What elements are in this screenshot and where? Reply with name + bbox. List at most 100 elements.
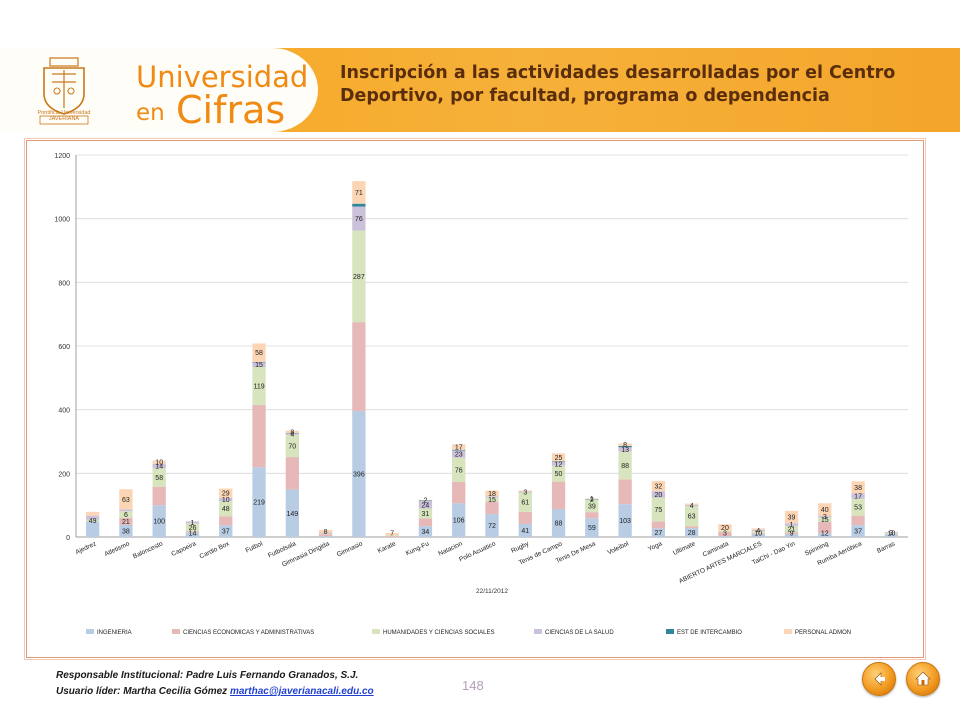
data-label: 48 — [222, 506, 230, 513]
bar-segment — [485, 490, 499, 497]
data-label: 23 — [455, 452, 463, 459]
bar-segment — [352, 230, 366, 323]
data-label: 26 — [189, 525, 197, 532]
bar-segment — [551, 453, 566, 462]
data-label: 25 — [555, 455, 563, 462]
bar-segment — [152, 468, 166, 487]
legend-label: INGENIERIA — [97, 630, 132, 636]
data-label: 15 — [255, 362, 263, 369]
stacked-bar-chart: 02004006008001000120049Ajedrez3821663Atl… — [54, 153, 908, 636]
brand-universidad: Universidad — [136, 60, 309, 94]
bar-segment — [485, 496, 499, 498]
footer-responsable: Responsable Institucional: Padre Luis Fe… — [56, 670, 359, 681]
x-tick-label: Capoeira — [170, 540, 197, 558]
data-label: 3 — [523, 489, 527, 496]
data-label: 15 — [488, 497, 496, 504]
back-arrow-icon — [874, 672, 885, 686]
bar-segment — [784, 532, 799, 535]
bar-segment — [252, 361, 266, 363]
bar-segment — [685, 528, 699, 537]
data-label: 38 — [854, 485, 862, 492]
x-tick-label: Ultimate — [672, 540, 697, 557]
bar-segment — [518, 491, 532, 493]
slide-title: Inscripción a las actividades desarrolla… — [340, 63, 896, 106]
university-crest-logo — [39, 57, 89, 125]
data-label: 3 — [723, 531, 727, 538]
home-button[interactable] — [906, 662, 940, 696]
bar-segment — [285, 430, 299, 434]
data-label: 6 — [124, 512, 128, 519]
bar-segment — [485, 497, 499, 502]
bar-segment — [452, 444, 466, 450]
y-tick-label: 200 — [58, 471, 70, 478]
bar-segment — [685, 506, 699, 527]
data-label: 24 — [422, 502, 430, 509]
bar-segment — [651, 497, 666, 522]
bar-segment — [585, 499, 599, 513]
bar-segment — [318, 532, 333, 534]
bar-segment — [152, 505, 166, 537]
bar-segment — [452, 457, 466, 482]
legend-label: PERSONAL ADMON — [795, 630, 851, 636]
back-button[interactable] — [862, 662, 896, 696]
bar-segment — [518, 490, 532, 492]
bar-segment — [651, 491, 666, 498]
bar-segment — [751, 530, 765, 533]
bar-segment — [318, 533, 333, 535]
bar-segment — [85, 511, 100, 516]
bar-segment — [219, 497, 233, 502]
bar-segment — [651, 521, 666, 529]
bar-segment — [452, 450, 466, 458]
bar-segment — [685, 526, 699, 529]
data-label: 27 — [655, 530, 663, 537]
bar-segment — [219, 501, 233, 517]
data-label: 20 — [721, 525, 729, 532]
bar-segment — [784, 525, 799, 533]
bar-segment — [352, 203, 366, 207]
data-label: 13 — [621, 447, 629, 454]
logo-panel — [0, 48, 318, 132]
bar-segment — [551, 508, 566, 537]
bar-segment — [352, 181, 366, 204]
data-label: 37 — [222, 529, 230, 536]
bar-segment — [85, 515, 100, 520]
footer-email-link[interactable]: marthac@javerianacali.edu.co — [229, 686, 374, 697]
bar-segment — [551, 461, 566, 462]
data-label: 31 — [422, 511, 430, 518]
bar-segment — [285, 434, 299, 458]
bar-segment — [119, 489, 133, 510]
data-label: 76 — [355, 216, 363, 223]
bar-segment — [851, 481, 865, 494]
data-label: 4 — [290, 432, 294, 439]
data-label: 29 — [222, 491, 230, 498]
data-label: 28 — [688, 530, 696, 537]
bar-segment — [418, 526, 433, 537]
bar-segment — [85, 519, 100, 522]
x-tick-label: Gimnasio — [336, 540, 364, 558]
x-tick-label: Kung-Fu — [405, 540, 431, 557]
data-label: 75 — [655, 507, 663, 514]
data-label: 61 — [521, 500, 529, 507]
legend-swatch — [172, 629, 180, 634]
data-label: 12 — [821, 531, 829, 538]
data-label: 38 — [122, 528, 130, 535]
legend-swatch — [666, 629, 674, 634]
bar-segment — [718, 531, 732, 537]
bar-segment — [818, 503, 832, 516]
data-label: 2 — [423, 498, 427, 505]
data-label: 10 — [222, 497, 230, 504]
data-label: 49 — [89, 518, 97, 525]
data-label: 88 — [621, 463, 629, 470]
bar-segment — [518, 511, 532, 524]
bar-segment — [884, 533, 899, 537]
bar-segment — [851, 498, 865, 516]
bar-segment — [585, 518, 599, 537]
bar-segment — [385, 532, 399, 536]
data-label: 106 — [453, 518, 465, 525]
data-label: 39 — [788, 515, 796, 522]
bar-segment — [818, 533, 832, 537]
data-label: 100 — [153, 519, 165, 526]
page-number: 148 — [462, 678, 484, 693]
data-label: 396 — [353, 471, 365, 478]
bar-segment — [718, 524, 732, 531]
